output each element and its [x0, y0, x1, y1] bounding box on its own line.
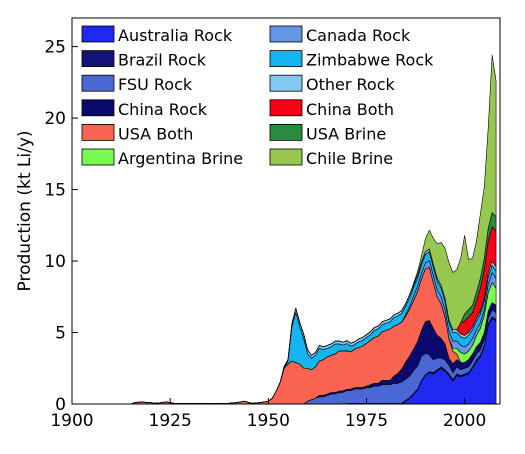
- x-tick-label: 2000: [443, 411, 486, 431]
- y-tick-label: 25: [44, 38, 66, 58]
- legend-swatch-chile-brine: [269, 148, 303, 166]
- x-tick-label: 1950: [247, 411, 290, 431]
- y-axis-ticks: 0 5 10 15 20 25: [44, 38, 78, 415]
- legend-swatch-argentina-brine: [81, 148, 115, 166]
- y-tick-label: 0: [55, 395, 66, 415]
- legend-swatch-brazil-rock: [81, 50, 115, 67]
- legend-swatch-canada-rock: [269, 25, 303, 43]
- legend-swatch-other-rock: [269, 74, 303, 92]
- area-chile-brine: [71, 54, 497, 405]
- plot-frame: [71, 17, 501, 405]
- legend-label-other-rock: Other Rock: [306, 75, 396, 94]
- legend: Australia Rock Brazil Rock FSU Rock China R…: [81, 25, 434, 168]
- legend-swatch-china-rock: [81, 99, 115, 117]
- legend-swatch-usa-brine: [269, 124, 303, 141]
- legend-label-australia-rock: Australia Rock: [118, 26, 233, 45]
- legend-label-zimbabwe-rock: Zimbabwe Rock: [306, 51, 434, 70]
- legend-label-china-rock: China Rock: [118, 100, 208, 119]
- x-tick-label: 1925: [149, 411, 192, 431]
- y-axis-label: Production (kt Li/y): [15, 130, 35, 291]
- legend-label-brazil-rock: Brazil Rock: [118, 51, 207, 70]
- y-tick-label: 10: [44, 252, 66, 272]
- legend-label-usa-both: USA Both: [118, 124, 193, 143]
- legend-label-canada-rock: Canada Rock: [306, 26, 411, 45]
- x-tick-label: 1975: [345, 411, 388, 431]
- legend-label-chile-brine: Chile Brine: [306, 149, 393, 168]
- legend-swatch-fsu-rock: [81, 74, 115, 92]
- legend-label-usa-brine: USA Brine: [306, 124, 386, 143]
- legend-swatch-china-both: [269, 99, 303, 117]
- x-tick-label: 1900: [50, 411, 93, 431]
- legend-swatch-usa-both: [81, 124, 115, 141]
- y-tick-label: 15: [44, 181, 66, 201]
- legend-swatch-zimbabwe-rock: [269, 50, 303, 67]
- legend-label-fsu-rock: FSU Rock: [118, 75, 193, 94]
- y-tick-label: 5: [55, 324, 66, 344]
- legend-label-argentina-brine: Argentina Brine: [118, 149, 243, 168]
- axes: [71, 17, 501, 405]
- x-axis-ticks: 1900 1925 1950 1975 2000: [50, 398, 486, 431]
- legend-label-china-both: China Both: [306, 100, 394, 119]
- legend-swatch-australia-rock: [81, 25, 115, 43]
- y-tick-label: 20: [44, 109, 66, 129]
